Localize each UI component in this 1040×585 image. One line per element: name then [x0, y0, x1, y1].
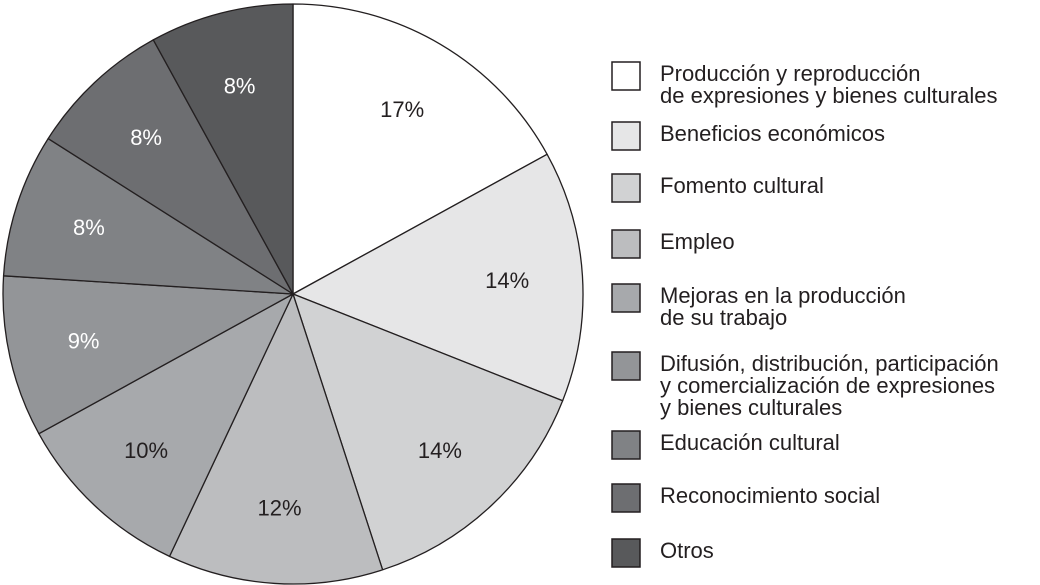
legend: Producción y reproducción de expresiones …: [611, 61, 999, 568]
legend-item: Mejoras en la producción de su trabajo: [611, 283, 906, 330]
slice-value-label: 9%: [68, 328, 100, 353]
legend-label-line: Beneficios económicos: [660, 121, 885, 146]
slice-value-label: 8%: [73, 215, 105, 240]
pie-slice: [38, 293, 294, 558]
legend-item: Reconocimiento social: [611, 483, 880, 513]
legend-label: Producción y reproducción de expresiones …: [660, 61, 998, 108]
legend-label-line: de expresiones y bienes culturales: [660, 83, 998, 108]
legend-label-line: Empleo: [660, 229, 735, 254]
legend-item: Otros: [611, 538, 714, 568]
legend-label: Educación cultural: [660, 430, 840, 455]
legend-label: Mejoras en la producción de su trabajo: [660, 283, 906, 330]
legend-swatch: [611, 229, 641, 259]
legend-label: Difusión, distribución, participación y c…: [660, 351, 999, 420]
legend-label: Reconocimiento social: [660, 483, 880, 508]
legend-item: Beneficios económicos: [611, 121, 885, 151]
pie-slice: [292, 3, 548, 295]
pie-value-labels: 17% 14% 14% 12% 10% 9% 8% 8% 8%: [68, 74, 530, 521]
pie-slice: [2, 137, 294, 295]
pie-slice: [152, 3, 294, 295]
pie-slices: [2, 3, 584, 585]
legend-swatch: [611, 173, 641, 203]
legend-swatch: [611, 430, 641, 460]
legend-label-line: Difusión, distribución, participación: [660, 351, 999, 376]
legend-item: Fomento cultural: [611, 173, 824, 203]
legend-item: Educación cultural: [611, 430, 840, 460]
legend-swatch: [611, 121, 641, 151]
slice-value-label: 8%: [130, 125, 162, 150]
slice-value-label: 12%: [257, 496, 301, 521]
legend-label-line: Otros: [660, 538, 714, 563]
pie-slice: [2, 275, 294, 435]
legend-swatch: [611, 483, 641, 513]
legend-swatch: [611, 538, 641, 568]
legend-label: Empleo: [660, 229, 735, 254]
legend-swatch: [611, 61, 641, 91]
pie-slice: [47, 39, 294, 295]
legend-swatch: [611, 283, 641, 313]
legend-label-line: Reconocimiento social: [660, 483, 880, 508]
pie-slice: [168, 293, 384, 585]
slice-value-label: 8%: [224, 74, 256, 99]
slice-value-label: 17%: [380, 97, 424, 122]
legend-label-line: Mejoras en la producción: [660, 283, 906, 308]
legend-label: Fomento cultural: [660, 173, 824, 198]
pie-slice: [292, 153, 584, 402]
slice-value-label: 14%: [418, 438, 462, 463]
legend-swatch: [611, 351, 641, 381]
slice-value-label: 14%: [485, 268, 529, 293]
legend-label-line: Fomento cultural: [660, 173, 824, 198]
legend-item: Difusión, distribución, participación y c…: [611, 351, 999, 420]
legend-label-line: Producción y reproducción: [660, 61, 920, 86]
legend-item: Empleo: [611, 229, 735, 259]
slice-value-label: 10%: [124, 438, 168, 463]
legend-label: Otros: [660, 538, 714, 563]
legend-label-line: Educación cultural: [660, 430, 840, 455]
legend-label-line: y comercialización de expresiones: [660, 373, 995, 398]
legend-label-line: y bienes culturales: [660, 395, 842, 420]
legend-label: Beneficios económicos: [660, 121, 885, 146]
legend-label-line: de su trabajo: [660, 305, 787, 330]
legend-item: Producción y reproducción de expresiones …: [611, 61, 998, 108]
